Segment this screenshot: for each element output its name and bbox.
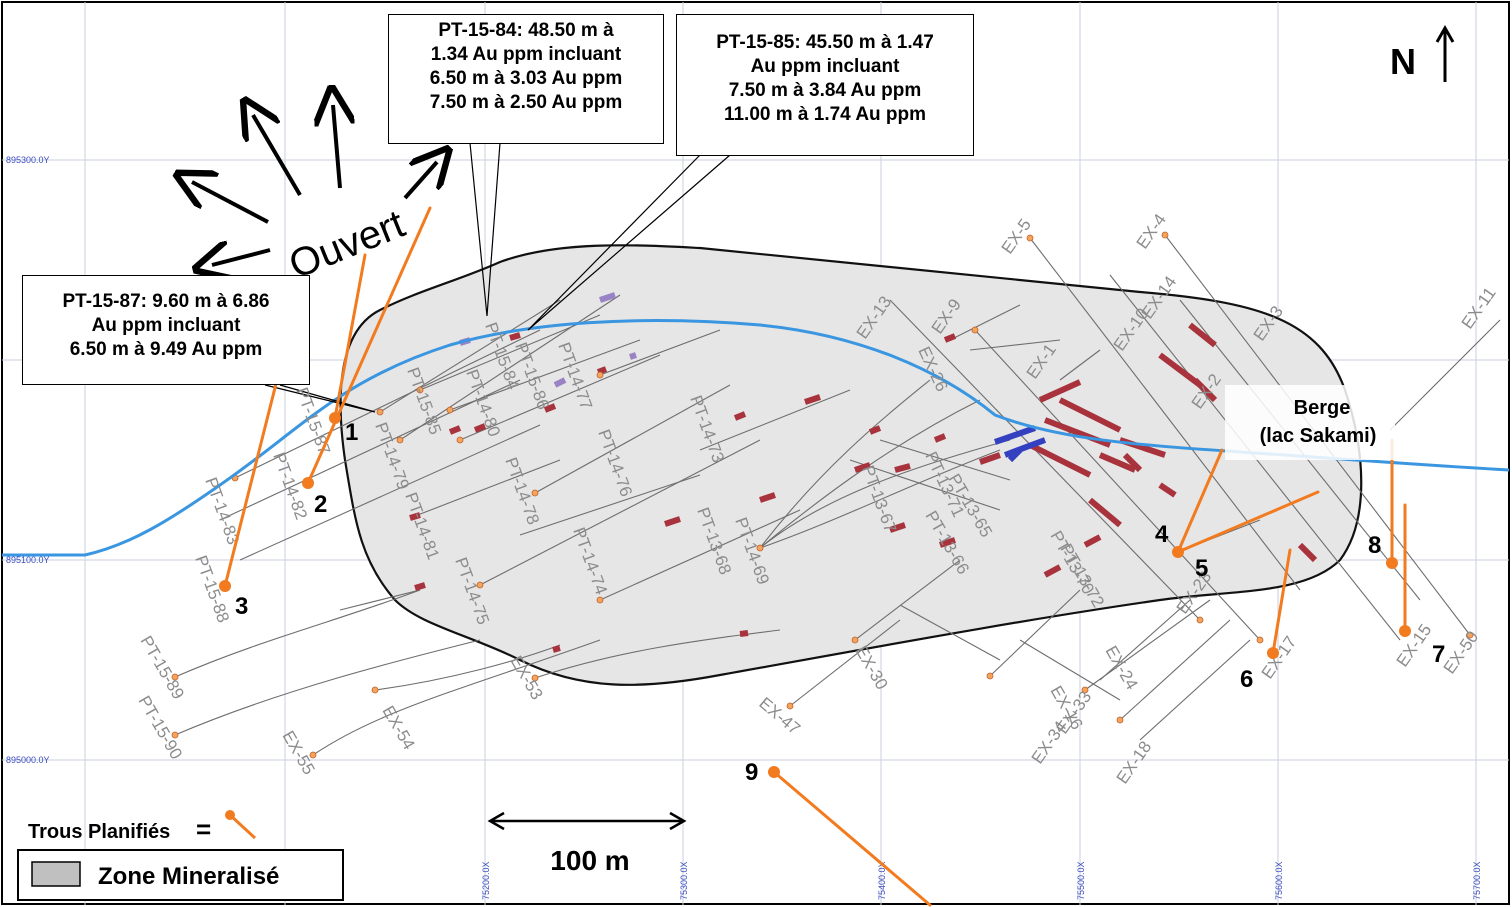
intercepts-blue bbox=[994, 425, 1047, 463]
hole-label: EX-4 bbox=[1133, 210, 1170, 252]
north-label: N bbox=[1390, 41, 1416, 82]
grid-label-x-75300: 75300.0X bbox=[679, 861, 689, 900]
callout-line: 11.00 m à 1.74 Au ppm bbox=[723, 104, 927, 125]
hole-label: PT-15-89 bbox=[137, 633, 188, 703]
planned-hole-number: 3 bbox=[235, 593, 248, 620]
scale-bar bbox=[487, 811, 687, 831]
grid-label-x-75500: 75500.0X bbox=[1076, 861, 1086, 900]
planned-hole-number: 9 bbox=[745, 759, 758, 786]
open-direction-arrows bbox=[192, 105, 437, 265]
callout-line: Au ppm incluant bbox=[750, 56, 900, 77]
legend-planned-label: Trous Planifiés bbox=[28, 821, 170, 843]
planned-hole-number: 4 bbox=[1155, 521, 1169, 548]
callout-leaders bbox=[264, 142, 731, 413]
legend: Trous Planifiés = Zone Mineralisé bbox=[17, 810, 344, 901]
drill-hole-traces bbox=[174, 234, 1501, 756]
open-arrow-1 bbox=[212, 250, 271, 265]
planned-hole-collars bbox=[219, 412, 1411, 778]
scale-label: 100 m bbox=[550, 845, 629, 876]
planned-hole-number: 5 bbox=[1195, 555, 1208, 582]
callout-line: 6.50 m à 9.49 Au ppm bbox=[69, 339, 263, 360]
callout-pt-15-87: PT-15-87: 9.60 m à 6.86 Au ppm incluant … bbox=[22, 275, 310, 385]
grid-label-y-895100: 895100.0Y bbox=[6, 555, 50, 565]
lake-label-line2: (lac Sakami) bbox=[1260, 425, 1377, 447]
callout-line: 6.50 m à 3.03 Au ppm bbox=[429, 68, 623, 89]
lake-label-group: Berge (lac Sakami) bbox=[1225, 385, 1395, 460]
callout-line: 7.50 m à 2.50 Au ppm bbox=[429, 92, 623, 113]
open-arrow-3 bbox=[253, 115, 302, 197]
planned-hole-number: 2 bbox=[314, 491, 327, 518]
grid-label-x-75600: 75600.0X bbox=[1274, 861, 1284, 900]
planned-hole-number: 7 bbox=[1432, 641, 1445, 668]
grid-label-x-75700: 75700.0X bbox=[1472, 861, 1482, 900]
callout-line: PT-15-87: 9.60 m à 6.86 bbox=[62, 291, 270, 312]
north-arrow-icon bbox=[1435, 24, 1455, 82]
hole-label: PT-15-90 bbox=[135, 693, 186, 763]
lake-label-line1: Berge bbox=[1294, 397, 1351, 419]
hole-label: PT-15-87 bbox=[292, 385, 334, 457]
grid-label-x-75400: 75400.0X bbox=[877, 861, 887, 900]
legend-planned-collar bbox=[225, 810, 235, 820]
drill-hole-collars bbox=[171, 231, 1474, 759]
callout-line: 7.50 m à 3.84 Au ppm bbox=[728, 80, 922, 101]
planned-hole-number: 6 bbox=[1240, 666, 1253, 693]
legend-zone-swatch bbox=[31, 861, 81, 887]
legend-planned-symbol bbox=[228, 813, 257, 840]
callout-line: Au ppm incluant bbox=[91, 315, 241, 336]
planned-hole-number: 1 bbox=[345, 419, 358, 446]
callout-line: PT-15-85: 45.50 m à 1.47 bbox=[716, 32, 934, 53]
callout-line: 1.34 Au ppm incluant bbox=[430, 44, 622, 65]
hole-label: EX-17 bbox=[1258, 633, 1301, 683]
hole-label: EX-54 bbox=[379, 703, 419, 753]
hole-label: EX-11 bbox=[1458, 284, 1500, 333]
hole-label: EX-30 bbox=[852, 643, 892, 693]
mineralized-zone bbox=[339, 244, 1363, 686]
grid-label-y-895000: 895000.0Y bbox=[6, 755, 50, 765]
callout-line: PT-15-84: 48.50 m à bbox=[438, 20, 614, 41]
grid-label-y-895300: 895300.0Y bbox=[6, 155, 50, 165]
hole-label: EX-15 bbox=[1393, 621, 1436, 671]
planned-holes bbox=[223, 206, 1407, 907]
planned-hole-number: 8 bbox=[1368, 532, 1381, 559]
grid-label-x-75200: 75200.0X bbox=[481, 861, 491, 900]
hole-label: EX-18 bbox=[1113, 738, 1156, 788]
callout-pt-15-85: PT-15-85: 45.50 m à 1.47 Au ppm incluant… bbox=[676, 14, 974, 156]
hole-label: EX-24 bbox=[1102, 643, 1142, 693]
open-arrow-5 bbox=[403, 162, 437, 200]
open-arrow-2 bbox=[192, 182, 269, 224]
legend-equals: = bbox=[196, 814, 211, 844]
open-arrow-4 bbox=[333, 105, 340, 189]
callout-pt-15-84: PT-15-84: 48.50 m à 1.34 Au ppm incluant… bbox=[388, 14, 664, 144]
legend-zone-label: Zone Mineralisé bbox=[98, 863, 279, 890]
